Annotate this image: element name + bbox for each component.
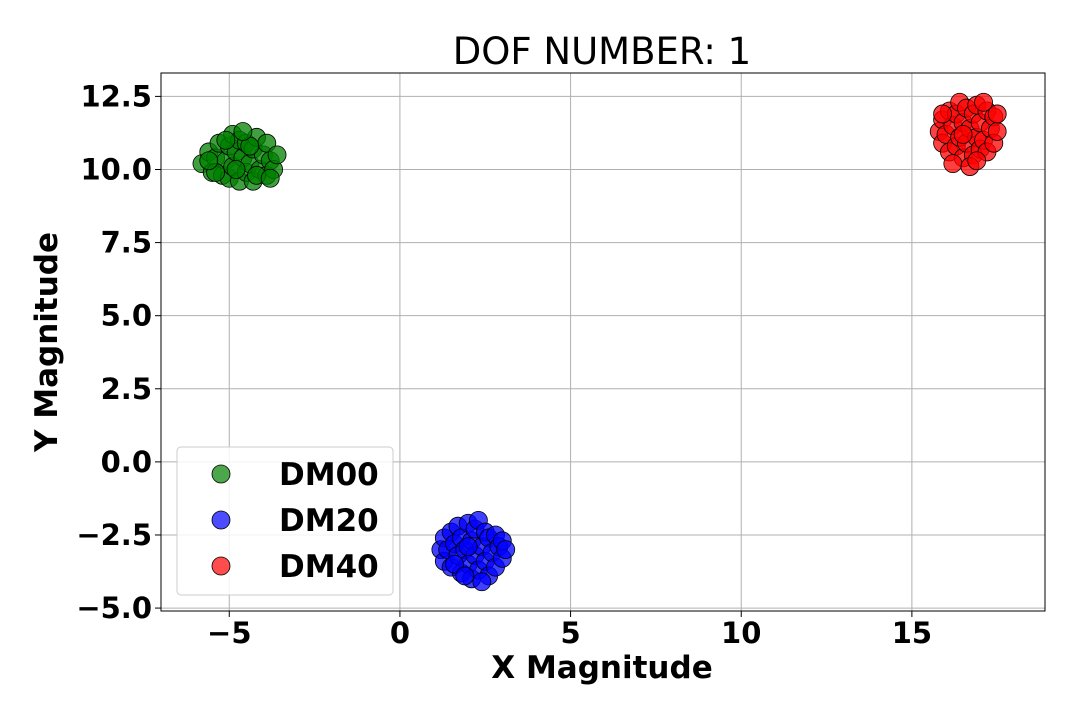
y-tick-label: 0.0 — [101, 445, 152, 479]
legend-marker — [211, 510, 231, 530]
y-tick-label: 2.5 — [101, 372, 152, 406]
data-point — [199, 151, 219, 171]
legend-label: DM20 — [279, 503, 379, 539]
data-point — [974, 92, 993, 112]
y-tick-label: 10.0 — [80, 152, 152, 186]
data-point — [472, 572, 492, 592]
series-dm20 — [431, 510, 516, 592]
x-tick-label: 15 — [892, 616, 932, 650]
data-point — [496, 540, 516, 559]
data-point — [943, 154, 963, 174]
x-axis-ticks: −5 0 5 10 15 — [207, 611, 932, 650]
y-axis-label: Y Magnitude — [29, 232, 65, 453]
x-tick-label: 5 — [560, 616, 580, 650]
x-tick-label: −5 — [207, 616, 251, 650]
series-dm00 — [192, 122, 287, 191]
series-dm40 — [929, 92, 1007, 176]
y-tick-label: 7.5 — [101, 226, 152, 260]
y-axis-ticks: 12.5 10.0 7.5 5.0 2.5 0.0 −2.5 −5.0 — [76, 79, 161, 625]
data-point — [967, 151, 987, 171]
legend-box — [176, 446, 394, 596]
data-point — [260, 168, 280, 188]
chart-title: DOF NUMBER: 1 — [453, 30, 751, 73]
data-point — [267, 145, 287, 165]
legend-label: DM40 — [279, 549, 379, 585]
data-points — [192, 92, 1007, 592]
legend: DM00 DM20 DM40 — [176, 446, 394, 596]
y-tick-label: 12.5 — [80, 79, 152, 113]
grid-lines — [161, 73, 1045, 611]
y-tick-label: 5.0 — [101, 299, 152, 333]
x-tick-label: 0 — [390, 616, 410, 650]
data-point — [953, 125, 973, 144]
plot-frame — [160, 72, 1046, 612]
data-point — [987, 104, 1007, 124]
data-point — [455, 566, 475, 586]
legend-marker — [211, 464, 231, 484]
data-point — [987, 122, 1007, 141]
y-tick-label: −5.0 — [76, 591, 152, 625]
x-tick-label: 10 — [721, 616, 761, 650]
data-point — [233, 122, 253, 141]
y-tick-label: −2.5 — [76, 518, 152, 552]
data-point — [933, 104, 953, 124]
data-point — [216, 130, 236, 150]
legend-marker — [211, 556, 231, 576]
x-axis-label: X Magnitude — [491, 650, 712, 686]
data-point — [226, 160, 246, 179]
legend-label: DM00 — [279, 457, 379, 493]
data-point — [458, 537, 478, 557]
